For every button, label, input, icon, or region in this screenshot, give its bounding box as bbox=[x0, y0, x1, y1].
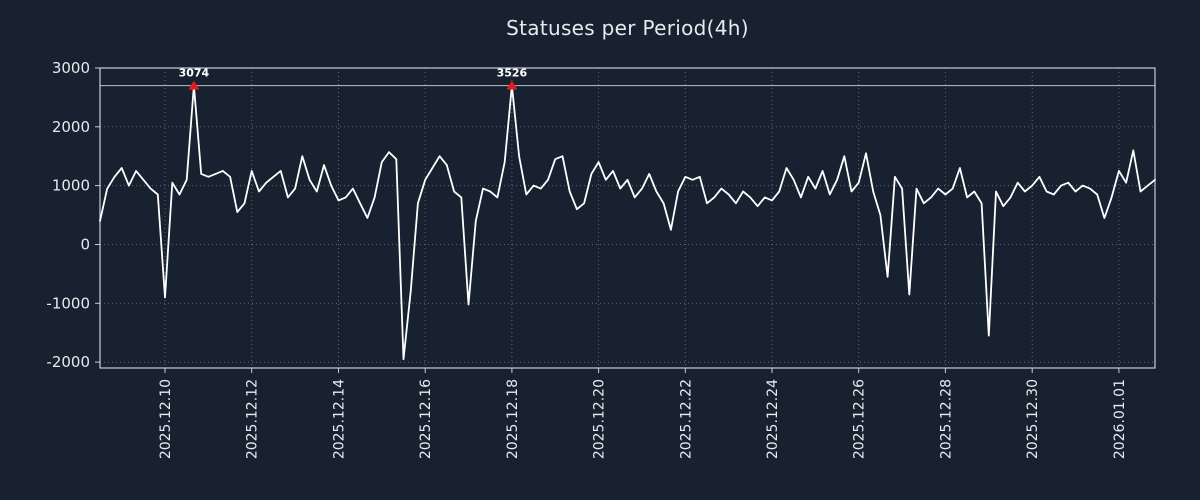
x-tick-label: 2025.12.28 bbox=[938, 379, 954, 459]
peak-label: 3074 bbox=[179, 67, 210, 80]
y-tick-label: -2000 bbox=[46, 353, 90, 371]
x-tick-label: 2025.12.14 bbox=[332, 379, 348, 459]
data-line bbox=[99, 84, 1156, 361]
chart-title: Statuses per Period(4h) bbox=[506, 16, 749, 40]
y-tick-label: 2000 bbox=[52, 118, 90, 136]
peak-annotation: 3074 bbox=[179, 67, 210, 90]
axis-labels: 3000 2000 1000 0 -1000 -2000 2025.12.10 2025.12… bbox=[46, 59, 1127, 459]
y-tick-label: 0 bbox=[80, 236, 90, 254]
y-tick-label: 3000 bbox=[52, 59, 90, 77]
x-tick-label: 2025.12.20 bbox=[592, 379, 608, 459]
plot-frame bbox=[99, 67, 1156, 369]
peak-label: 3526 bbox=[497, 67, 528, 80]
y-tick-label: -1000 bbox=[46, 294, 90, 312]
x-tick-label: 2026.01.01 bbox=[1112, 379, 1128, 459]
x-tick-label: 2025.12.18 bbox=[505, 379, 521, 459]
gridlines bbox=[100, 67, 1155, 368]
peak-marker-icon bbox=[188, 80, 200, 90]
x-tick-label: 2025.12.30 bbox=[1025, 379, 1041, 459]
peak-annotation: 3526 bbox=[497, 67, 528, 90]
x-tick-label: 2025.12.22 bbox=[678, 379, 694, 459]
x-tick-label: 2025.12.16 bbox=[418, 379, 434, 459]
x-tick-label: 2025.12.10 bbox=[158, 379, 174, 459]
y-tick-label: 1000 bbox=[52, 177, 90, 195]
x-tick-label: 2025.12.26 bbox=[852, 379, 868, 459]
x-tick-label: 2025.12.24 bbox=[765, 379, 781, 459]
x-tick-label: 2025.12.12 bbox=[245, 379, 261, 459]
peak-marker-icon bbox=[506, 80, 518, 90]
axis-ticks bbox=[95, 67, 1120, 373]
